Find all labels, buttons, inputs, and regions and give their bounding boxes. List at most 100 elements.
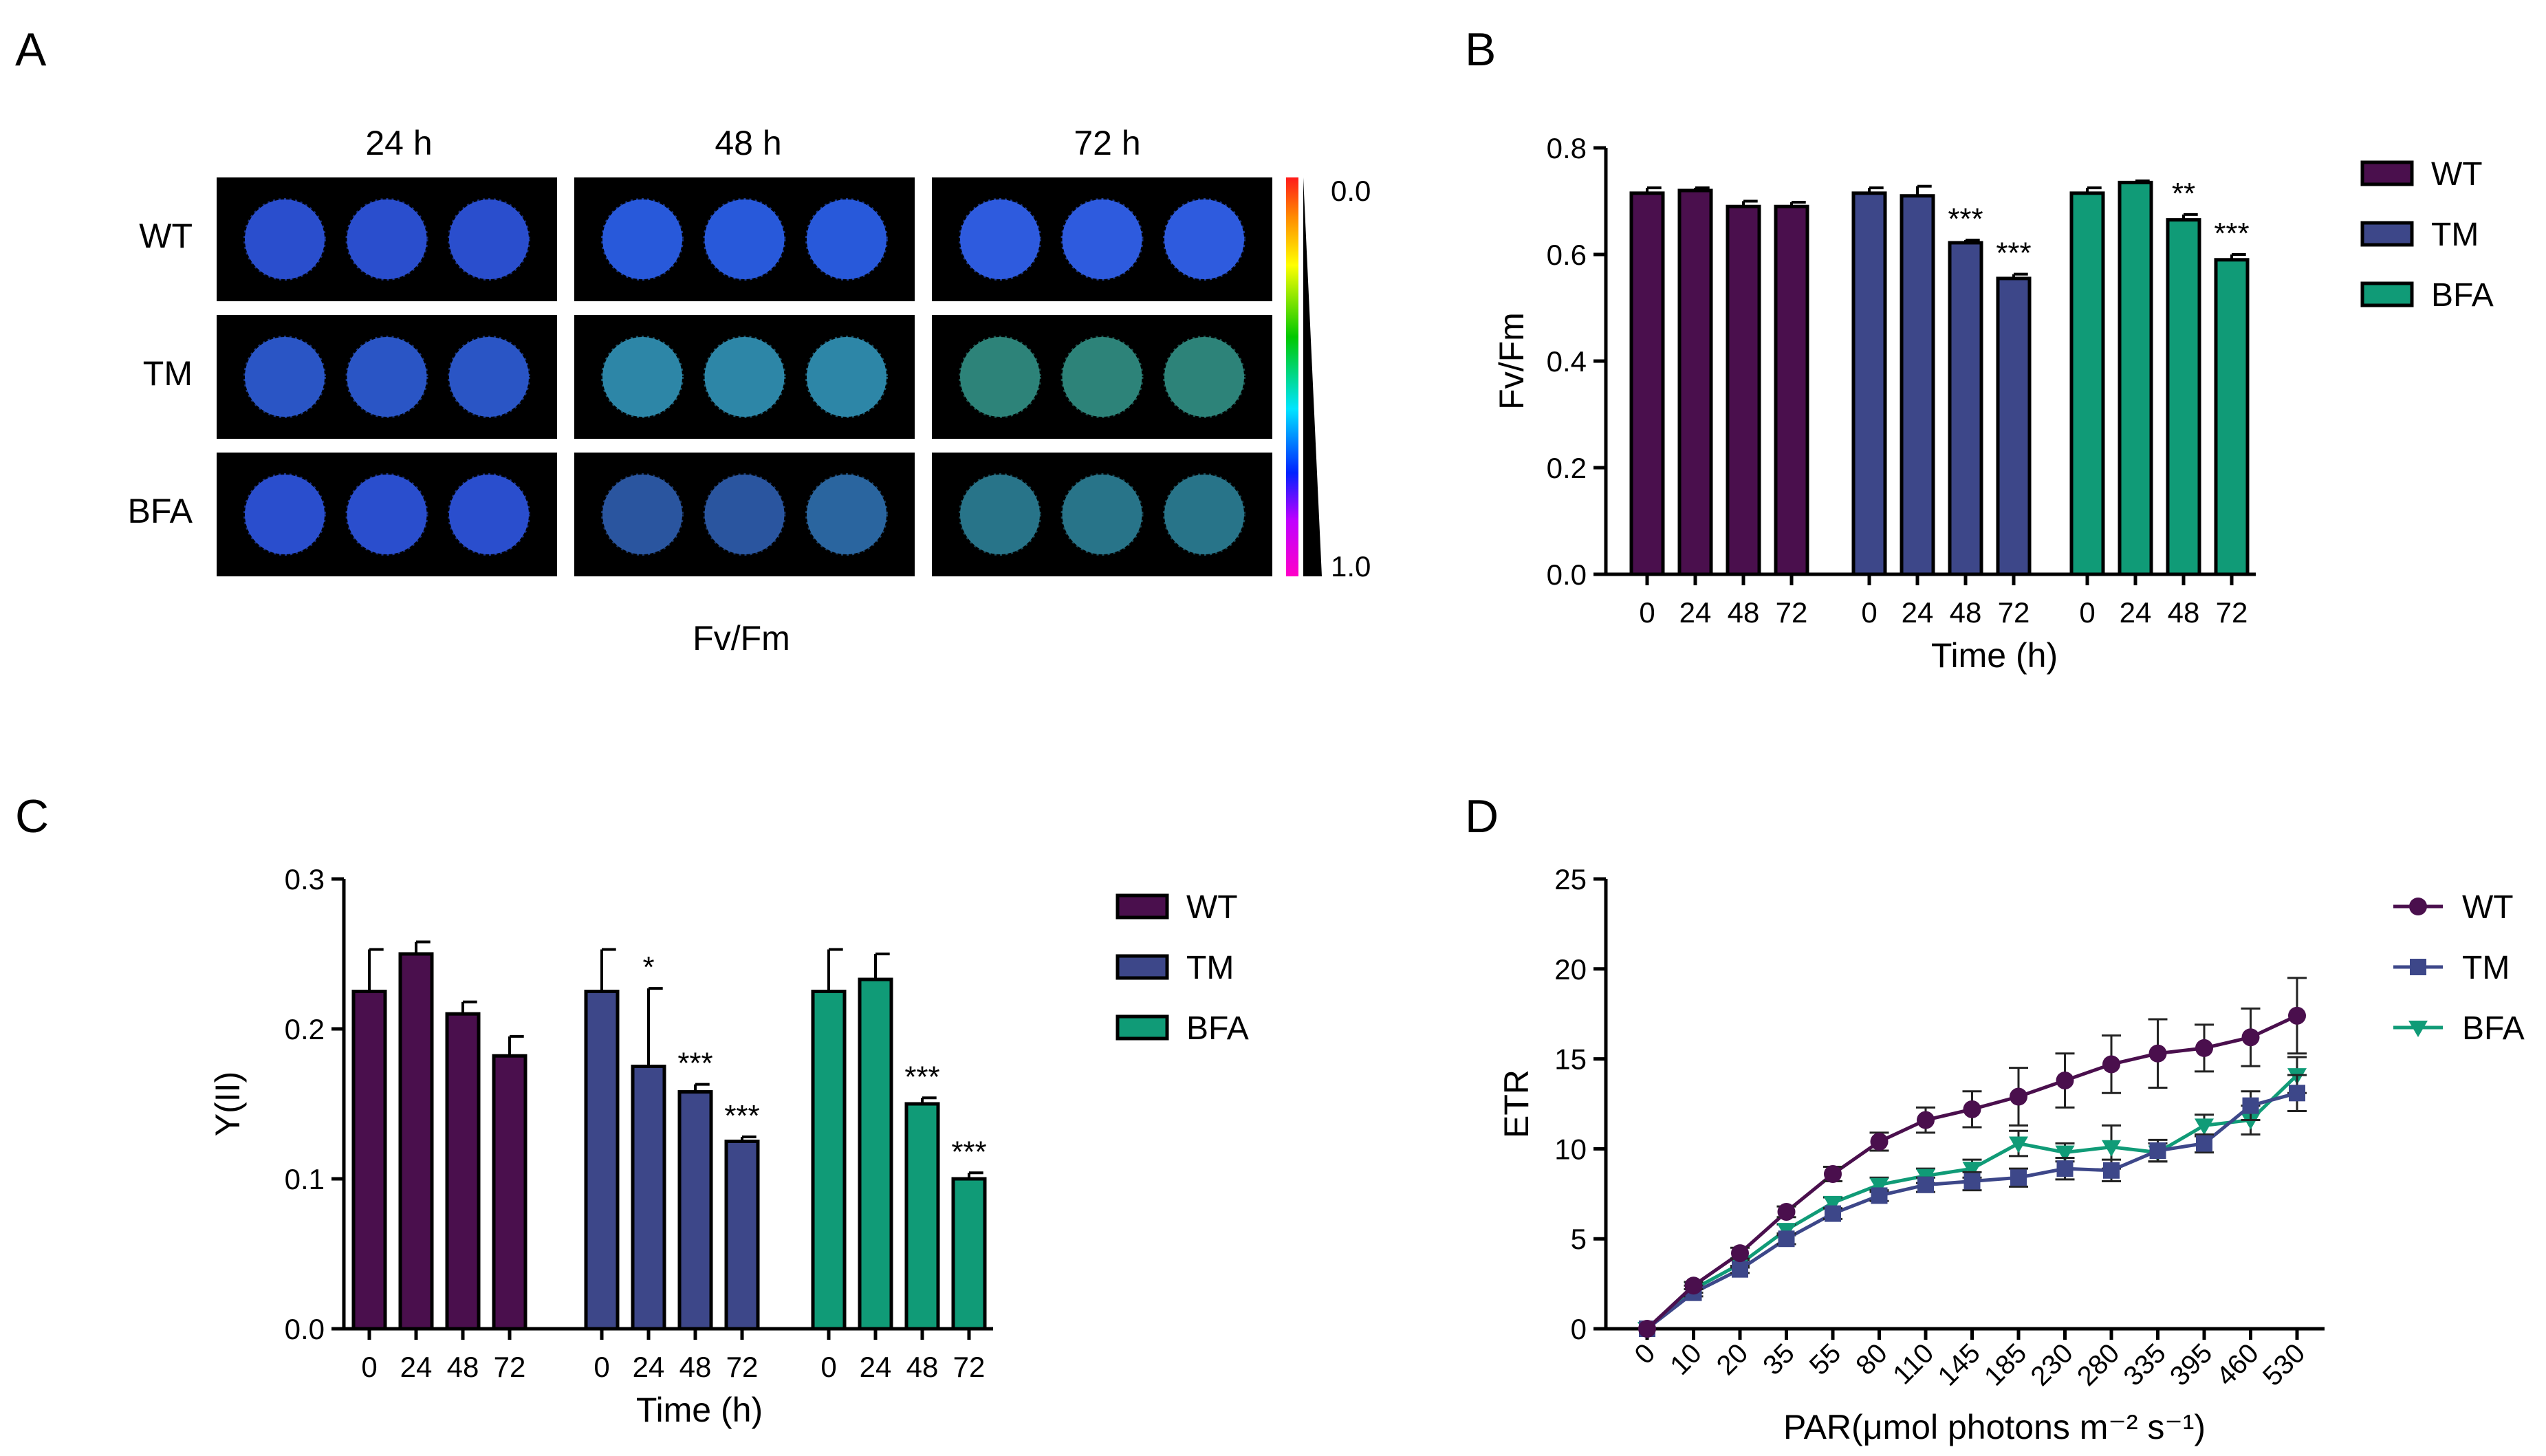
y-tick-label: 5 [1571,1223,1587,1255]
significance-stars: *** [1996,237,2031,270]
sample-well-edge [601,473,684,556]
y-tick-label: 0.3 [285,863,325,895]
sample-well-edge [1163,336,1245,418]
bar-tm-0 [1851,191,1887,576]
sample-well-edge [243,198,326,281]
sample-well [449,337,529,417]
marker-triangle [2102,1140,2121,1157]
legend-label-tm: TM [2431,217,2479,253]
sample-well-edge [959,336,1041,418]
marker-square [1778,1230,1795,1248]
marker-triangle [2055,1145,2075,1162]
sample-well-edge [1060,473,1144,556]
bar-bfa-0 [2069,191,2105,576]
sample-well-edge [1060,198,1144,281]
colorbar-bottom-label: 1.0 [1331,550,1371,583]
row-label-wt: WT [139,217,193,255]
marker-square [2103,1162,2120,1179]
marker-circle [2409,898,2427,915]
bar-tm-48 [677,1090,713,1331]
colorbar [1286,177,1298,576]
sample-well-edge [243,336,326,418]
bar-tm-72 [1996,276,2032,576]
x-tick-label: 72 [953,1351,986,1383]
x-tick-label: 280 [2071,1338,2125,1391]
sample-well [1062,475,1142,554]
sample-well [960,475,1040,554]
sample-well [960,337,1040,417]
sample-well [960,199,1040,279]
legend-label-tm: TM [1186,950,1234,986]
sample-well-edge [703,473,786,556]
marker-square [2010,1169,2027,1186]
x-tick-label: 72 [726,1351,759,1383]
significance-stars: ** [2172,177,2195,210]
y-tick-label: 0.8 [1547,132,1587,164]
sample-well [807,199,886,279]
bar-wt-48 [445,1012,481,1331]
legend-swatch-tm [2360,221,2414,247]
y-tick-label: 0.0 [285,1313,325,1345]
legend-label-bfa: BFA [1186,1010,1249,1047]
sample-well [1164,475,1244,554]
bar-wt-48 [1726,204,1761,576]
chart-c-yii-bar: 0.00.10.20.3Y(II)0 24 48 72 0*24***48***72 0 2… [208,863,1249,1429]
sample-well-edge [243,473,326,556]
row-label-bfa: BFA [128,492,193,530]
x-tick-label: 0 [820,1351,836,1383]
sample-well [807,337,886,417]
x-tick-label: 0 [594,1351,609,1383]
bar-wt-0 [351,990,387,1331]
legend-swatch-wt [2360,160,2414,186]
sample-well [602,337,682,417]
marker-circle [1963,1100,1981,1118]
y-tick-label: 0.6 [1547,239,1587,271]
row-label-tm: TM [143,354,193,393]
x-tick-label: 24 [400,1351,433,1383]
marker-circle [1731,1244,1749,1263]
legend-label-bfa: BFA [2462,1010,2525,1047]
chart-b-fvfm-bar: 0.0 0.2 0.4 0.6 0.8 Fv/Fm 0 24 48 72 0 24 *** 48 *** 72… [1492,132,2494,675]
sample-well [449,199,529,279]
legend-label-wt: WT [2462,889,2514,926]
bar-wt-24 [1677,188,1713,576]
y-tick-label: 0.4 [1547,345,1587,378]
fluorescence-image-grid [217,177,1272,576]
x-tick-label: 35 [1757,1338,1800,1381]
marker-square [1963,1173,1981,1190]
marker-triangle [1823,1195,1842,1213]
bar-wt-24 [398,952,434,1331]
y-tick-label: 0.2 [285,1013,325,1045]
sample-well [1164,337,1244,417]
sample-well-edge [959,198,1041,281]
legend-label-wt: WT [2431,156,2483,193]
marker-circle [1638,1320,1656,1338]
sample-well-edge [805,198,888,281]
marker-square [2149,1142,2166,1160]
bar-tm-72 [724,1140,760,1331]
bar-wt-0 [1629,191,1665,576]
marker-square [2242,1097,2259,1114]
sample-well-edge [1163,473,1245,556]
x-tick-label: 24 [1679,596,1712,629]
x-tick-label: 48 [1728,596,1760,629]
x-tick-label: 24 [860,1351,892,1383]
y-axis-label: Y(II) [208,1072,247,1136]
y-tick-label: 0.1 [285,1163,325,1195]
marker-triangle [2408,1021,2428,1037]
panel-a: A 24 h 48 h 72 h WT TM BFA 0.0 1.0 Fv/Fm [15,23,1371,658]
panel-letter-d: D [1465,790,1499,843]
bar-bfa-72 [2214,258,2250,576]
x-tick-label: 0 [1861,596,1877,629]
sample-well-edge [703,336,786,418]
x-tick-label: 395 [2164,1338,2218,1391]
marker-triangle [1962,1162,1982,1179]
legend-swatch-bfa [2360,281,2414,307]
sample-well [245,199,325,279]
x-tick-label: 460 [2211,1338,2265,1391]
x-tick-label: 0 [361,1351,377,1383]
y-tick-label: 15 [1554,1043,1587,1076]
x-tick-label: 55 [1804,1338,1847,1381]
x-tick-label: 10 [1664,1338,1708,1381]
marker-triangle [1869,1177,1889,1195]
